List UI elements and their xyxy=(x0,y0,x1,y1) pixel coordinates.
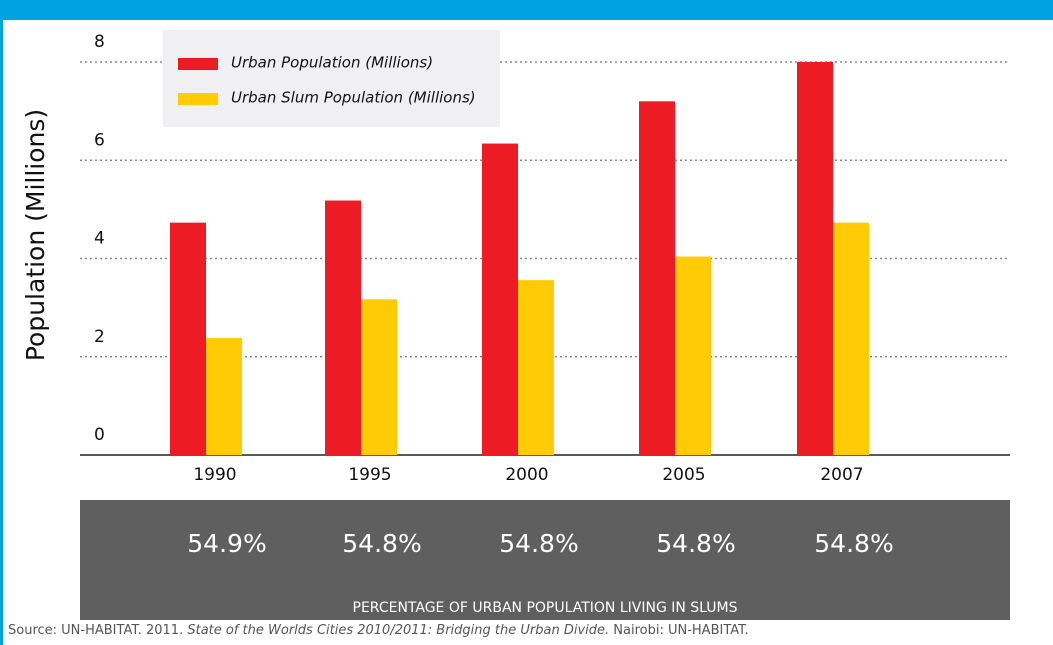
bar xyxy=(518,280,554,455)
share-value: 54.8% xyxy=(342,529,421,558)
legend-label: Urban Slum Population (Millions) xyxy=(231,89,476,107)
bar xyxy=(206,338,242,455)
source-title: State of the Worlds Cities 2010/2011: Br… xyxy=(187,623,609,638)
x-tick-label: 1990 xyxy=(193,465,236,485)
bar xyxy=(797,62,833,455)
bar xyxy=(325,200,361,455)
legend-swatch xyxy=(178,93,218,105)
x-tick-label: 2000 xyxy=(505,465,548,485)
legend-swatch xyxy=(178,58,218,70)
source-lead: Source: UN-HABITAT. 2011. xyxy=(8,623,187,638)
bar xyxy=(482,143,518,456)
source-tail: Nairobi: UN-HABITAT. xyxy=(609,623,749,638)
share-value: 54.9% xyxy=(187,529,266,558)
bar xyxy=(639,101,675,456)
y-tick-label: 2 xyxy=(94,327,105,347)
bar xyxy=(170,222,206,455)
share-panel xyxy=(80,500,1010,620)
y-axis-label: Population (Millions) xyxy=(21,109,50,361)
x-tick-label: 2005 xyxy=(662,465,705,485)
source: Source: UN-HABITAT. 2011. State of the W… xyxy=(8,623,749,638)
share-value: 54.8% xyxy=(499,529,578,558)
x-tick-label: 2007 xyxy=(820,465,863,485)
x-tick-label: 1995 xyxy=(348,465,391,485)
share-value: 54.8% xyxy=(814,529,893,558)
legend-label: Urban Population (Millions) xyxy=(231,54,433,72)
y-tick-label: 0 xyxy=(94,425,105,445)
y-tick-label: 8 xyxy=(94,32,105,52)
bar xyxy=(833,222,869,455)
y-tick-label: 4 xyxy=(94,229,105,249)
legend-box xyxy=(163,30,500,127)
left-border xyxy=(0,0,3,645)
bar xyxy=(675,256,711,455)
share-label: PERCENTAGE OF URBAN POPULATION LIVING IN… xyxy=(353,600,738,616)
top-band xyxy=(0,0,1053,20)
share-value: 54.8% xyxy=(656,529,735,558)
bar xyxy=(361,299,397,455)
y-tick-label: 6 xyxy=(94,130,105,150)
